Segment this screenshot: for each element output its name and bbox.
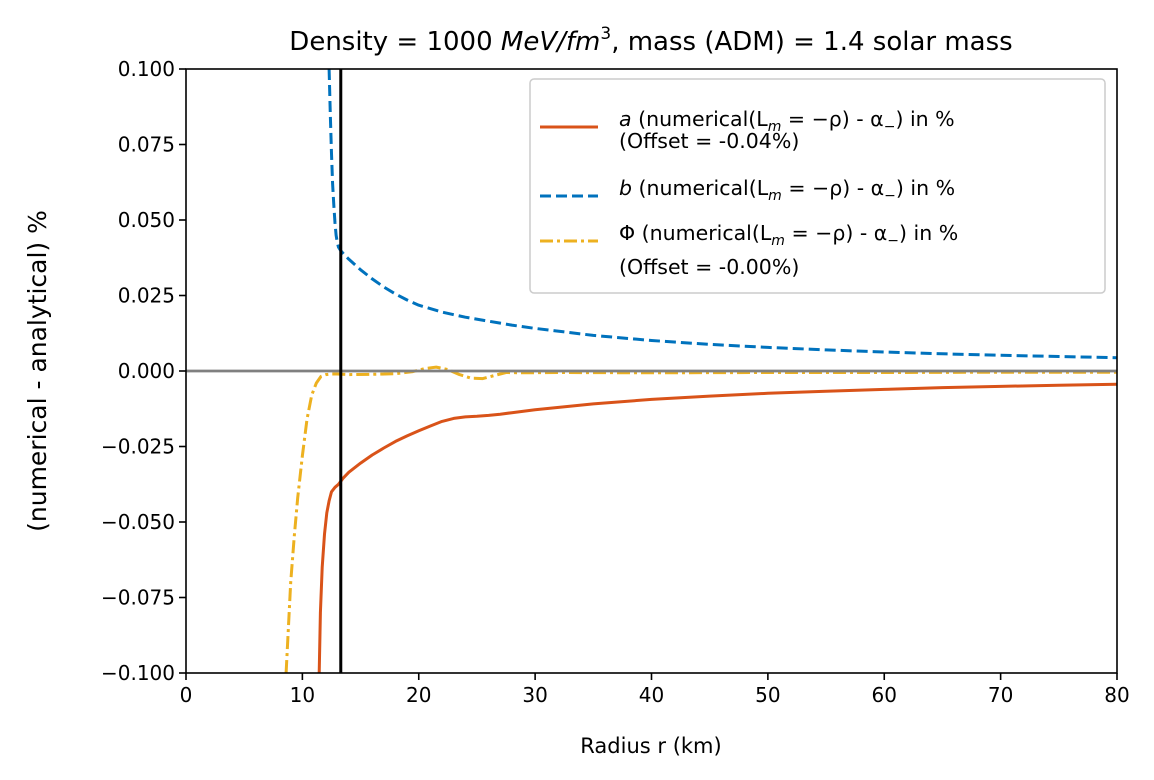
y-tick-label: 0.050	[118, 208, 175, 232]
y-tick-label: −0.075	[101, 586, 175, 610]
x-tick-label: 10	[290, 683, 315, 707]
plot-clipped	[186, 69, 1117, 673]
x-tick-label: 50	[755, 683, 780, 707]
x-tick-label: 70	[988, 683, 1013, 707]
legend-label-phi: Φ (numerical(Lm = −ρ) - α−) in %	[619, 221, 958, 249]
x-tick-label: 80	[1104, 683, 1129, 707]
legend-label-b: b (numerical(Lm = −ρ) - α−) in %	[619, 176, 955, 204]
x-axis-label: Radius r (km)	[580, 734, 721, 758]
axes: 0 10 20 30 40 50 60 70 80 0.100 0.075 0.050 0.025 0.0…	[101, 57, 1130, 707]
legend-label-a: a (numerical(Lm = −ρ) - α−) in %	[619, 107, 955, 135]
y-tick-label: 0.000	[118, 359, 175, 383]
y-tick-label: −0.100	[101, 661, 175, 685]
legend: a (numerical(Lm = −ρ) - α−) in %(Offset …	[529, 78, 1106, 294]
x-tick-label: 30	[522, 683, 547, 707]
y-tick-label: 0.100	[118, 57, 175, 81]
y-tick-label: −0.050	[101, 510, 175, 534]
legend-box	[529, 78, 1106, 294]
x-tick-label: 0	[180, 683, 193, 707]
y-axis-label: (numerical - analytical) %	[23, 210, 52, 532]
x-tick-label: 20	[406, 683, 431, 707]
y-tick-label: −0.025	[101, 435, 175, 459]
x-tick-label: 40	[639, 683, 664, 707]
legend-offset-a: (Offset = -0.04%)	[619, 129, 799, 153]
series-line-a	[317, 382, 1117, 673]
plot-area	[186, 69, 1117, 673]
series-line-b	[327, 69, 1117, 360]
y-tick-label: 0.075	[118, 133, 175, 157]
chart-title: Density = 1000 MeV/fm3, mass (ADM) = 1.4…	[289, 24, 1012, 57]
legend-offset-phi: (Offset = -0.00%)	[619, 255, 799, 279]
y-tick-label: 0.025	[118, 284, 175, 308]
x-tick-label: 60	[872, 683, 897, 707]
series-line-phi	[284, 365, 1117, 673]
